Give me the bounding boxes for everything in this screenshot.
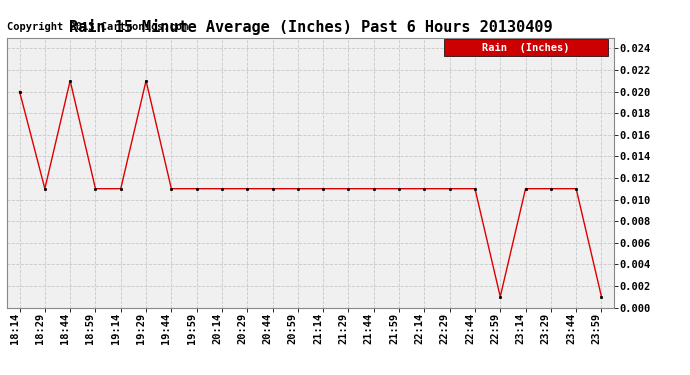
FancyBboxPatch shape (444, 39, 608, 56)
Text: Rain  (Inches): Rain (Inches) (482, 42, 570, 52)
Text: Copyright 2013 Cartronics.com: Copyright 2013 Cartronics.com (7, 22, 188, 32)
Title: Rain 15 Minute Average (Inches) Past 6 Hours 20130409: Rain 15 Minute Average (Inches) Past 6 H… (69, 19, 552, 35)
